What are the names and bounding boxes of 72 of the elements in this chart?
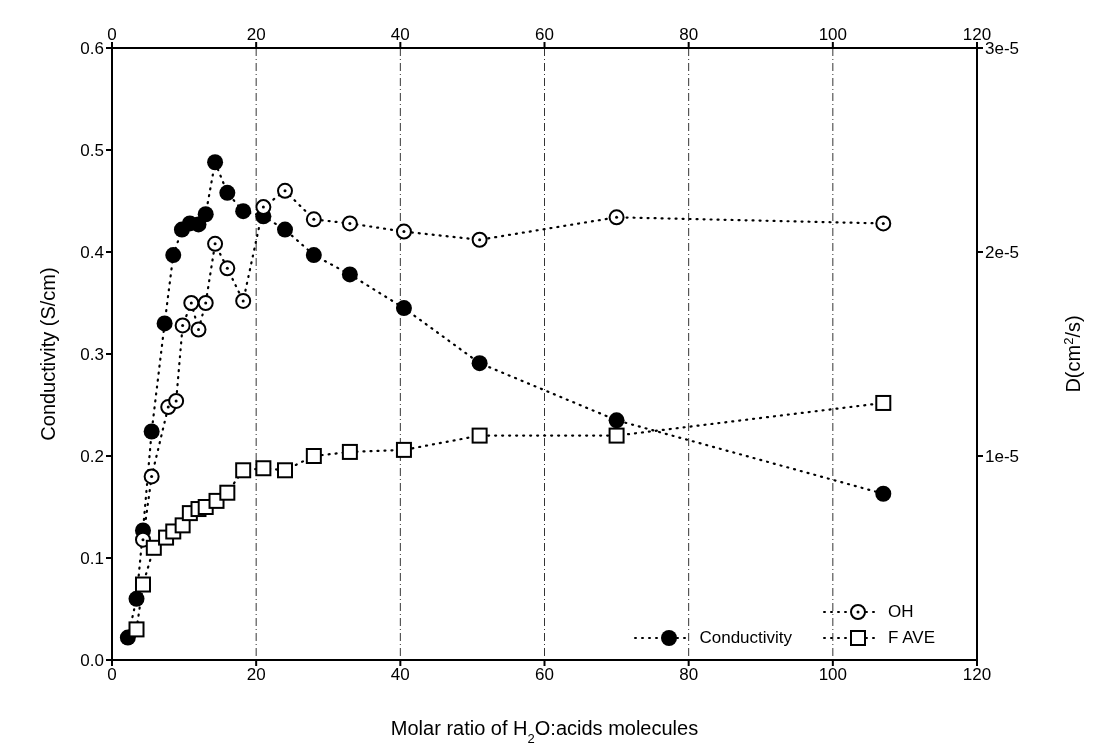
point xyxy=(277,221,293,238)
point xyxy=(219,260,236,277)
x2-tick-label: 60 xyxy=(535,665,554,685)
y-tick-label: 0.0 xyxy=(80,651,104,671)
point xyxy=(145,539,162,556)
legend-label: Conductivity xyxy=(699,628,793,648)
x2-tick-label: 40 xyxy=(390,665,410,685)
point xyxy=(168,392,185,409)
point xyxy=(219,484,236,501)
point xyxy=(128,590,145,607)
point xyxy=(608,427,625,444)
y-tick-label: 0.1 xyxy=(80,549,104,569)
point xyxy=(143,468,160,485)
x2-tick-label: 120 xyxy=(962,665,992,685)
point xyxy=(471,355,488,372)
point xyxy=(341,443,358,460)
x-tick-label: 20 xyxy=(246,25,266,44)
point xyxy=(395,223,412,240)
point xyxy=(197,295,214,311)
y-tick-label: 0.3 xyxy=(80,345,104,365)
legend-label: OH xyxy=(888,602,914,622)
x-tick-label: 100 xyxy=(818,25,848,44)
point xyxy=(277,462,293,479)
point xyxy=(235,292,252,309)
x2-tick-label: 0 xyxy=(107,665,117,685)
y-tick-label: 0.5 xyxy=(80,141,104,161)
point xyxy=(207,235,224,252)
point xyxy=(608,209,625,226)
point xyxy=(190,321,207,338)
point xyxy=(875,394,892,411)
point xyxy=(471,231,488,248)
point xyxy=(135,576,151,593)
y-tick-label: 0.4 xyxy=(80,243,104,263)
point xyxy=(341,266,358,283)
point xyxy=(875,485,892,502)
y-tick-label: 0.2 xyxy=(80,447,104,467)
point xyxy=(255,460,272,477)
x-tick-label: 60 xyxy=(535,25,554,44)
point xyxy=(156,315,173,332)
point xyxy=(197,206,214,223)
point xyxy=(305,448,322,464)
y2-tick-label: 3e-5 xyxy=(985,39,1020,59)
y2-tick-label: 1e-5 xyxy=(985,447,1020,467)
x-tick-label: 40 xyxy=(390,25,410,44)
point xyxy=(219,184,236,201)
point xyxy=(608,412,625,429)
point xyxy=(395,441,412,458)
x2-tick-label: 80 xyxy=(679,665,699,685)
point xyxy=(143,423,160,440)
point xyxy=(305,211,322,228)
x-axis-title: Molar ratio of H$_{2}$O:acids molecules xyxy=(390,717,699,746)
point xyxy=(165,247,182,264)
point xyxy=(875,215,892,232)
point xyxy=(128,621,145,638)
point xyxy=(395,300,412,317)
point xyxy=(183,295,200,311)
point xyxy=(207,154,224,171)
x-tick-label: 0 xyxy=(107,25,117,44)
x2-tick-label: 100 xyxy=(818,665,848,685)
x2-tick-label: 20 xyxy=(246,665,266,685)
point xyxy=(471,427,488,444)
legend-label: F AVE xyxy=(888,628,935,648)
x-tick-label: 80 xyxy=(679,25,699,44)
point xyxy=(305,247,322,264)
point xyxy=(235,462,252,479)
point xyxy=(341,215,358,232)
point xyxy=(174,317,191,334)
y2-tick-label: 2e-5 xyxy=(985,243,1020,263)
y-tick-label: 0.6 xyxy=(80,39,104,59)
y-axis-title: Conductivity (S/cm) xyxy=(37,267,59,441)
point xyxy=(277,182,293,199)
point xyxy=(235,203,252,220)
